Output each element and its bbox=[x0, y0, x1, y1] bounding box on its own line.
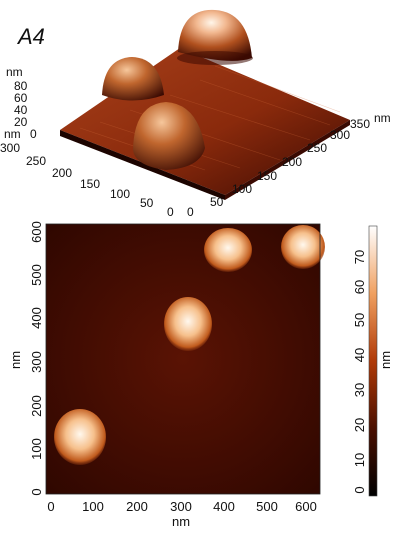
y-unit-label: nm bbox=[4, 127, 21, 141]
y-tick: 200 bbox=[52, 166, 72, 180]
colorbar bbox=[368, 225, 378, 497]
y-tick: 150 bbox=[80, 177, 100, 191]
x-tick: 350 bbox=[350, 117, 370, 131]
x-tick: 200 bbox=[282, 155, 302, 169]
colorbar-tick: 40 bbox=[352, 348, 367, 362]
colorbar-tick: 60 bbox=[352, 280, 367, 294]
colorbar-label: nm bbox=[378, 351, 393, 369]
y-tick: 250 bbox=[26, 154, 46, 168]
y-tick: 300 bbox=[0, 141, 20, 155]
map-x-tick: 600 bbox=[295, 499, 317, 514]
map-y-tick: 300 bbox=[29, 351, 44, 373]
surface-right-edge bbox=[225, 120, 350, 200]
map-x-tick: 400 bbox=[213, 499, 235, 514]
map-y-tick: 600 bbox=[29, 221, 44, 243]
map-x-tick: 0 bbox=[47, 499, 54, 514]
colorbar-tick-labels: 0 10 20 30 40 50 60 70 bbox=[352, 250, 367, 494]
map-y-tick: 500 bbox=[29, 264, 44, 286]
afm-2d-panel: 0 100 200 300 400 500 600 nm 0 100 200 3… bbox=[8, 221, 393, 529]
particle bbox=[204, 228, 252, 272]
map-y-tick: 400 bbox=[29, 307, 44, 329]
y-tick: 50 bbox=[140, 196, 154, 210]
x-tick: 150 bbox=[257, 169, 277, 183]
z-tick-labels: 80 60 40 20 0 bbox=[14, 79, 37, 141]
map-x-tick: 200 bbox=[126, 499, 148, 514]
particle bbox=[164, 297, 212, 351]
y-tick: 100 bbox=[110, 187, 130, 201]
colorbar-tick: 10 bbox=[352, 453, 367, 467]
surface-3d bbox=[60, 48, 350, 195]
x-tick: 100 bbox=[232, 182, 252, 196]
colorbar-tick: 70 bbox=[352, 250, 367, 264]
z-tick: 60 bbox=[14, 91, 28, 105]
map-x-tick: 300 bbox=[170, 499, 192, 514]
particle bbox=[281, 225, 325, 269]
dome-front bbox=[133, 102, 205, 170]
colorbar-tick: 50 bbox=[352, 313, 367, 327]
map-x-tick: 100 bbox=[82, 499, 104, 514]
x-tick: 300 bbox=[330, 128, 350, 142]
dome-left bbox=[102, 57, 164, 101]
y-tick-labels: 300 250 200 150 100 50 0 bbox=[0, 141, 174, 219]
x-tick: 50 bbox=[210, 195, 224, 209]
map-y-tick-labels: 0 100 200 300 400 500 600 bbox=[29, 221, 44, 495]
z-tick: 0 bbox=[30, 127, 37, 141]
colorbar-tick: 0 bbox=[352, 486, 367, 493]
surface-front-edge bbox=[60, 130, 225, 200]
colorbar-tick: 20 bbox=[352, 418, 367, 432]
map-y-tick: 200 bbox=[29, 395, 44, 417]
map-y-label: nm bbox=[8, 351, 23, 369]
z-tick: 20 bbox=[14, 115, 28, 129]
panel-label: A4 bbox=[16, 24, 45, 49]
colorbar-tick: 30 bbox=[352, 383, 367, 397]
afm-3d-panel: A4 nm 80 60 40 20 0 nm bbox=[0, 9, 391, 219]
map-x-label: nm bbox=[172, 514, 190, 529]
x-tick: 250 bbox=[307, 141, 327, 155]
z-tick: 80 bbox=[14, 79, 28, 93]
dome-back-shadow bbox=[177, 51, 253, 65]
map-x-tick: 500 bbox=[256, 499, 278, 514]
dome-back bbox=[178, 9, 252, 61]
map-y-tick: 100 bbox=[29, 438, 44, 460]
particle bbox=[54, 409, 106, 465]
x-tick-labels: 0 50 100 150 200 250 300 350 bbox=[187, 117, 370, 219]
map-y-tick: 0 bbox=[29, 488, 44, 495]
x-tick: 0 bbox=[187, 205, 194, 219]
map-x-tick-labels: 0 100 200 300 400 500 600 bbox=[47, 499, 316, 514]
z-tick: 40 bbox=[14, 103, 28, 117]
z-unit-label: nm bbox=[6, 65, 23, 79]
y-tick: 0 bbox=[167, 205, 174, 219]
x-unit-label: nm bbox=[374, 111, 391, 125]
